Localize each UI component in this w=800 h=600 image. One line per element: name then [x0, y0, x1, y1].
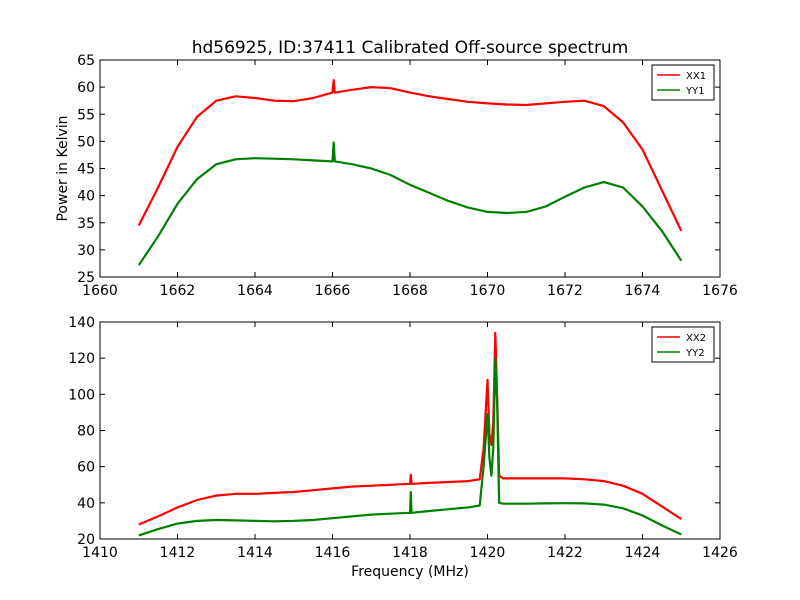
x-tick-label: 1676	[702, 283, 738, 299]
y-tick-label: 60	[77, 460, 95, 476]
x-tick-label: 1670	[470, 283, 506, 299]
y-tick-label: 140	[68, 315, 95, 331]
chart-panel-bottom: 1410 1412 1414 1416 1418 1420 1422 1424 1426 20 40…	[68, 315, 738, 580]
y-tick-label: 45	[77, 162, 95, 178]
x-tick-label: 1660	[82, 283, 118, 299]
x-axis-label: Frequency (MHz)	[351, 564, 469, 580]
x-tick-label: 1416	[315, 545, 351, 561]
y-tick-label: 60	[77, 80, 95, 96]
legend-label: YY1	[685, 86, 705, 97]
y-tick-label: 50	[77, 134, 95, 150]
series-line-xx1	[137, 78, 683, 232]
series-line-yy2	[138, 357, 682, 537]
x-tick-label: 1424	[625, 545, 661, 561]
y-tick-label: 40	[77, 189, 95, 205]
x-tick-label: 1662	[160, 283, 196, 299]
y-tick-label: 30	[77, 243, 95, 259]
legend-label: YY2	[685, 348, 705, 359]
x-tick-label: 1674	[625, 283, 661, 299]
x-tick-label: 1668	[392, 283, 428, 299]
y-tick-label: 100	[68, 387, 95, 403]
series-line-xx2	[138, 331, 682, 526]
y-tick-label: 25	[77, 270, 95, 286]
x-tick-label: 1418	[392, 545, 428, 561]
x-tick-label: 1426	[702, 545, 738, 561]
legend-label: XX1	[686, 71, 706, 82]
series-line-yy1	[137, 141, 683, 266]
x-tick-label: 1410	[82, 545, 118, 561]
y-tick-label: 35	[77, 216, 95, 232]
y-tick-label: 80	[77, 424, 95, 440]
y-tick-label: 120	[68, 351, 95, 367]
y-axis-label: Power in Kelvin	[55, 115, 71, 221]
chart-title: hd56925, ID:37411 Calibrated Off-source …	[192, 38, 629, 58]
x-tick-label: 1422	[547, 545, 583, 561]
chart-panel-top: 1660 1662 1664 1666 1668 1670 1672 1674 1676 25 30…	[55, 53, 738, 299]
x-tick-label: 1664	[237, 283, 273, 299]
x-tick-label: 1414	[237, 545, 273, 561]
x-tick-label: 1666	[315, 283, 351, 299]
legend-label: XX2	[686, 333, 706, 344]
x-tick-label: 1412	[160, 545, 196, 561]
y-tick-label: 40	[77, 496, 95, 512]
x-tick-label: 1420	[470, 545, 506, 561]
y-tick-label: 55	[77, 107, 95, 123]
y-tick-label: 65	[77, 53, 95, 69]
x-tick-label: 1672	[547, 283, 583, 299]
y-tick-label: 20	[77, 532, 95, 548]
